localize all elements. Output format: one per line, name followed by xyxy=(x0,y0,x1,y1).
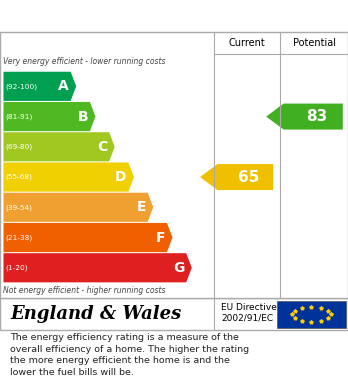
Text: England & Wales: England & Wales xyxy=(10,305,182,323)
Polygon shape xyxy=(3,162,134,192)
Text: (55-68): (55-68) xyxy=(5,174,32,180)
Polygon shape xyxy=(3,72,76,101)
Polygon shape xyxy=(3,253,192,282)
Polygon shape xyxy=(3,223,173,252)
Text: The energy efficiency rating is a measure of the
overall efficiency of a home. T: The energy efficiency rating is a measur… xyxy=(10,333,250,377)
Bar xyxy=(277,301,346,328)
Text: A: A xyxy=(58,79,69,93)
Text: Energy Efficiency Rating: Energy Efficiency Rating xyxy=(10,9,220,23)
Text: 65: 65 xyxy=(238,170,260,185)
Text: (21-38): (21-38) xyxy=(5,234,32,241)
Polygon shape xyxy=(3,193,153,222)
Text: EU Directive
2002/91/EC: EU Directive 2002/91/EC xyxy=(221,303,277,323)
Text: (69-80): (69-80) xyxy=(5,143,32,150)
Text: C: C xyxy=(97,140,108,154)
Text: 83: 83 xyxy=(306,109,327,124)
Text: Very energy efficient - lower running costs: Very energy efficient - lower running co… xyxy=(3,57,166,66)
Text: F: F xyxy=(156,231,165,244)
Text: (81-91): (81-91) xyxy=(5,113,33,120)
FancyBboxPatch shape xyxy=(0,298,348,330)
Polygon shape xyxy=(3,102,95,131)
Text: Potential: Potential xyxy=(293,38,335,48)
Text: D: D xyxy=(115,170,127,184)
Polygon shape xyxy=(200,164,273,190)
Text: (39-54): (39-54) xyxy=(5,204,32,210)
Text: (92-100): (92-100) xyxy=(5,83,37,90)
Text: (1-20): (1-20) xyxy=(5,265,28,271)
Text: G: G xyxy=(173,261,184,275)
Polygon shape xyxy=(266,104,343,129)
Text: Current: Current xyxy=(229,38,266,48)
Text: B: B xyxy=(78,109,88,124)
Polygon shape xyxy=(3,132,115,161)
Text: E: E xyxy=(136,200,146,214)
Text: Not energy efficient - higher running costs: Not energy efficient - higher running co… xyxy=(3,286,166,295)
